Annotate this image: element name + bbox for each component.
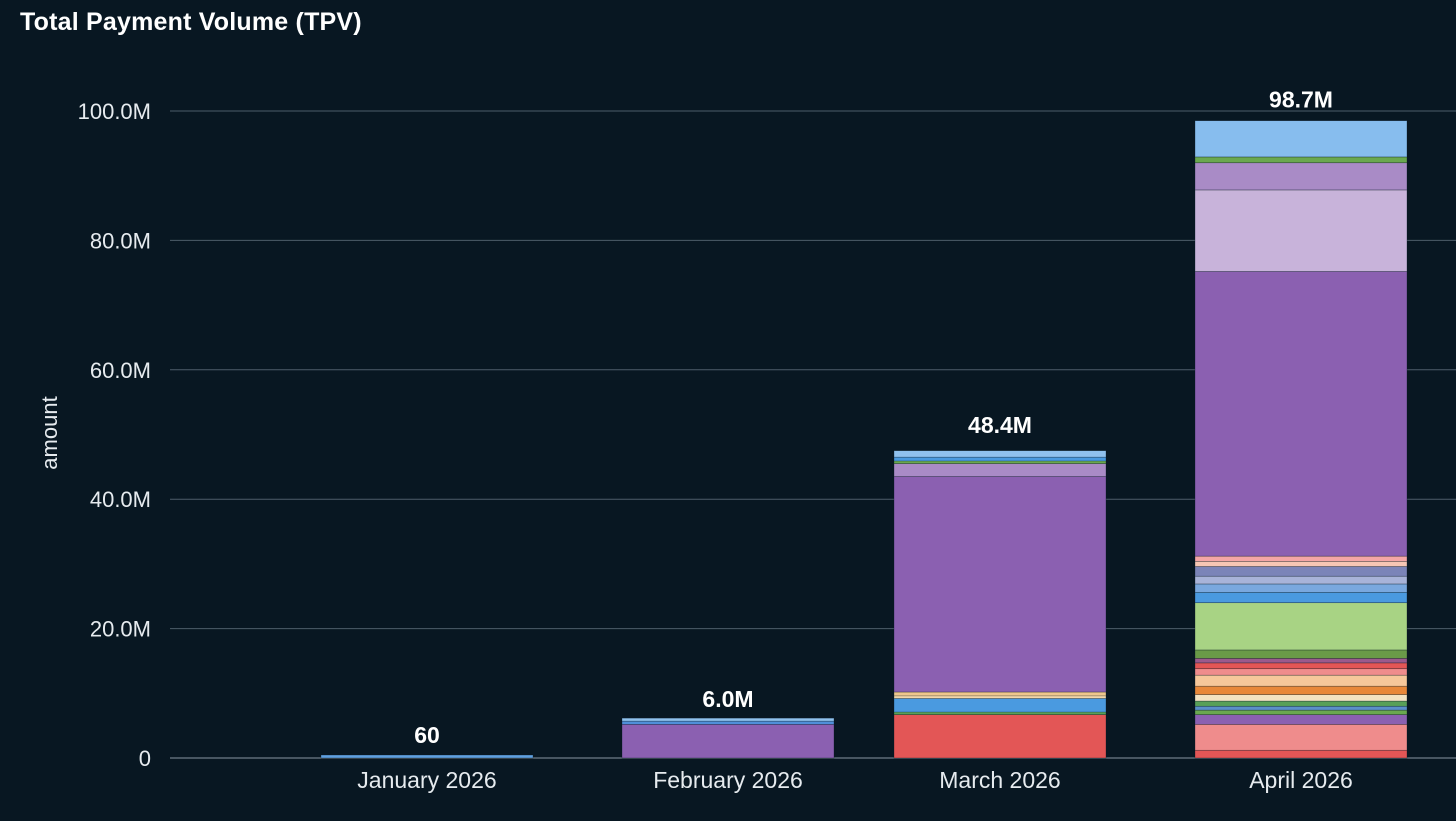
bar-segment — [1194, 685, 1408, 695]
bar-segment — [893, 698, 1107, 713]
bar-segment — [1194, 658, 1408, 664]
bar-segment — [1194, 674, 1408, 687]
bar-segment — [893, 456, 1107, 462]
bar-segment — [1194, 566, 1408, 577]
bar-segment — [1194, 583, 1408, 593]
bar-segment — [1194, 189, 1408, 272]
bar-segment — [1194, 749, 1408, 759]
x-tick-label: April 2026 — [1249, 767, 1353, 793]
bar-segment — [621, 717, 835, 722]
bar-total-label: 60 — [414, 722, 440, 748]
chart-title: Total Payment Volume (TPV) — [20, 8, 362, 36]
y-tick-label: 80.0M — [90, 228, 151, 253]
bar-segment — [1194, 602, 1408, 651]
y-tick-label: 0 — [139, 746, 151, 771]
bar-segment — [893, 691, 1107, 697]
bar-segment — [1194, 271, 1408, 557]
y-tick-label: 40.0M — [90, 487, 151, 512]
bar-segment — [1194, 694, 1408, 702]
bar-total-label: 6.0M — [702, 686, 753, 712]
bar-segment — [893, 476, 1107, 693]
bar-total-labels: 60 6.0M 48.4M 98.7M — [414, 86, 1333, 748]
bar-total-label: 48.4M — [968, 412, 1032, 438]
bar-segment — [1194, 705, 1408, 711]
bar-segment — [1194, 561, 1408, 567]
bar-segment — [1194, 649, 1408, 659]
bar-segment — [1194, 156, 1408, 164]
bar-segment — [893, 714, 1107, 759]
bar-segment — [1194, 162, 1408, 191]
bar-segment — [1194, 714, 1408, 725]
bar-stack — [621, 717, 835, 759]
bar-stack — [1194, 120, 1408, 759]
bar-segment — [893, 450, 1107, 458]
bar-segment — [1194, 555, 1408, 562]
bar-segment — [621, 724, 835, 759]
bar-segment — [893, 463, 1107, 477]
bar-segment — [1194, 575, 1408, 585]
y-tick-label: 60.0M — [90, 358, 151, 383]
bar-stack — [893, 450, 1107, 759]
bar-segment — [1194, 668, 1408, 676]
x-tick-label: March 2026 — [939, 767, 1060, 793]
bar-segment — [621, 720, 835, 725]
x-tick-label: February 2026 — [653, 767, 803, 793]
bar-segment — [1194, 120, 1408, 158]
bar-segment — [1194, 709, 1408, 715]
bar-segment — [1194, 724, 1408, 751]
y-axis-ticks: 0 20.0M 40.0M 60.0M 80.0M 100.0M — [78, 99, 151, 771]
bar-segment — [1194, 700, 1408, 707]
bar-total-label: 98.7M — [1269, 86, 1333, 112]
bar-segment — [1194, 592, 1408, 604]
x-tick-label: January 2026 — [357, 767, 496, 793]
x-axis-ticks: January 2026 February 2026 March 2026 April… — [357, 767, 1352, 793]
bar-segment — [1194, 662, 1408, 670]
bar-segment — [320, 754, 534, 759]
bar-stack — [320, 754, 534, 759]
y-tick-label: 100.0M — [78, 99, 151, 124]
y-tick-label: 20.0M — [90, 617, 151, 642]
bar-stacks — [320, 120, 1408, 759]
